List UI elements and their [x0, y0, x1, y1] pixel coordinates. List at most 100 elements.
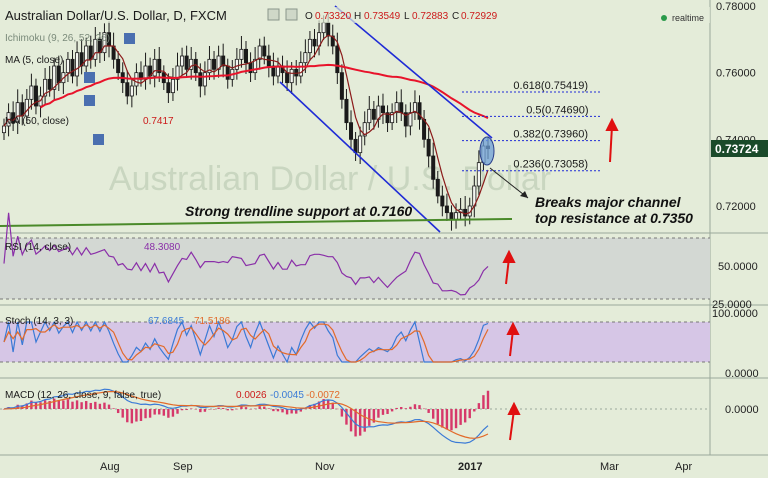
candle-body	[253, 58, 258, 74]
candle-body	[125, 82, 130, 97]
macd-hist-bar	[322, 398, 325, 409]
macd-hist-bar	[249, 409, 252, 410]
macd-hist-bar	[25, 403, 29, 409]
breakout-marker	[479, 136, 495, 166]
settings-icon[interactable]	[285, 8, 298, 21]
ohlc-c-label: C	[452, 11, 459, 22]
macd-hist-bar	[340, 409, 344, 417]
candle-body	[307, 38, 312, 54]
eye-icon[interactable]	[267, 8, 280, 21]
macd-hist-bar	[381, 409, 385, 415]
macd-hist-bar	[345, 409, 348, 425]
red-arrows	[502, 117, 619, 441]
ma50-settings-button[interactable]	[93, 134, 104, 145]
candle-body	[412, 102, 417, 114]
candle-body	[257, 45, 262, 60]
candle-body	[303, 52, 308, 64]
macd-hist-bar	[89, 402, 92, 409]
candle-body	[84, 45, 89, 67]
candle-body	[225, 65, 230, 80]
macd-hist-bar	[171, 409, 175, 417]
price-tick-3: 0.72000	[716, 201, 756, 213]
macd-hist-bar	[418, 405, 421, 409]
candle-body	[426, 138, 431, 157]
ohlc-o-label: O	[305, 11, 313, 22]
candle-body	[29, 85, 34, 100]
macd-hist-bar	[212, 409, 216, 410]
macd-hist-bar	[80, 402, 83, 409]
macd-hist-bar	[363, 409, 366, 432]
channel-upper-line	[334, 5, 493, 139]
macd-hist-bar	[432, 409, 435, 419]
candle-body	[403, 112, 408, 127]
macd-signal-line	[3, 390, 489, 439]
candle-body	[52, 65, 57, 90]
macd-signal-value: -0.0072	[306, 390, 340, 401]
macd-hist-bar	[94, 401, 97, 409]
ichimoku-settings-button[interactable]	[124, 33, 135, 44]
ma5-label: MA (5, close)	[5, 55, 63, 66]
stoch-label: Stoch (14, 3, 3)	[5, 316, 73, 327]
macd-label: MACD (12, 26, close, 9, false, true)	[5, 390, 161, 401]
candle-body	[70, 58, 75, 77]
stoch-d-value: 71.5186	[194, 316, 231, 327]
macd-line-value: -0.0045	[270, 390, 304, 401]
macd-hist-bar	[258, 406, 261, 409]
candle-body	[24, 98, 29, 117]
macd-hist-bar	[463, 409, 467, 423]
macd-hist-bar	[226, 409, 229, 411]
ma5-settings-button[interactable]	[84, 72, 95, 83]
candle-body	[75, 52, 80, 77]
macd-hist-bar	[276, 409, 280, 412]
candle-body	[207, 58, 212, 74]
macd-hist-bar	[477, 403, 481, 409]
stoch-band	[0, 322, 710, 362]
ohlc-o-value: 0.73320	[315, 11, 352, 22]
stoch-tick-0: 0.0000	[725, 368, 759, 380]
macd-hist-bar	[208, 409, 211, 410]
candle-body	[175, 65, 180, 80]
macd-hist-bar	[84, 401, 88, 409]
macd-hist-bar	[190, 408, 193, 409]
candle-body	[463, 208, 468, 217]
candle-body	[65, 58, 70, 74]
macd-hist-bar	[267, 408, 271, 409]
macd-hist-bar	[235, 408, 239, 410]
macd-hist-bar	[331, 402, 334, 409]
candle-body	[221, 55, 226, 67]
candle-body	[371, 108, 376, 120]
macd-hist-bar	[459, 409, 462, 425]
macd-tick-0: 0.0000	[725, 404, 759, 416]
ma5-visibility-button[interactable]	[84, 95, 95, 106]
current-price-badge	[711, 140, 768, 157]
macd-hist-bar	[386, 409, 389, 414]
macd-hist-bar	[486, 390, 490, 409]
candle-body	[330, 35, 335, 47]
candle-body	[157, 58, 162, 74]
macd-hist-bar	[240, 406, 243, 409]
candle-body	[243, 48, 248, 64]
stoch-k-line	[3, 320, 489, 364]
candle-body	[312, 38, 317, 47]
candle-body	[234, 58, 239, 70]
candle-body	[189, 58, 194, 70]
candle-body	[339, 72, 344, 100]
macd-hist-bar	[126, 409, 129, 423]
candle-body	[449, 212, 454, 220]
trendline-annotation: Strong trendline support at 0.7160	[185, 203, 412, 219]
stoch-k-value: 67.6845	[148, 316, 185, 327]
candle-body	[56, 65, 61, 84]
candle-body	[435, 178, 440, 197]
macd-hist-bar	[62, 400, 65, 409]
macd-hist-bar	[203, 409, 207, 412]
candle-body	[198, 72, 203, 87]
candlesticks	[2, 13, 490, 231]
price-axis-background	[710, 0, 768, 478]
candle-body	[321, 22, 326, 34]
macd-hist-bar	[482, 395, 485, 409]
macd-hist-bar	[317, 401, 321, 409]
macd-hist-bar	[285, 409, 289, 415]
candle-body	[358, 135, 363, 154]
stoch-d-line	[3, 323, 489, 363]
macd-hist-bar	[400, 406, 403, 409]
